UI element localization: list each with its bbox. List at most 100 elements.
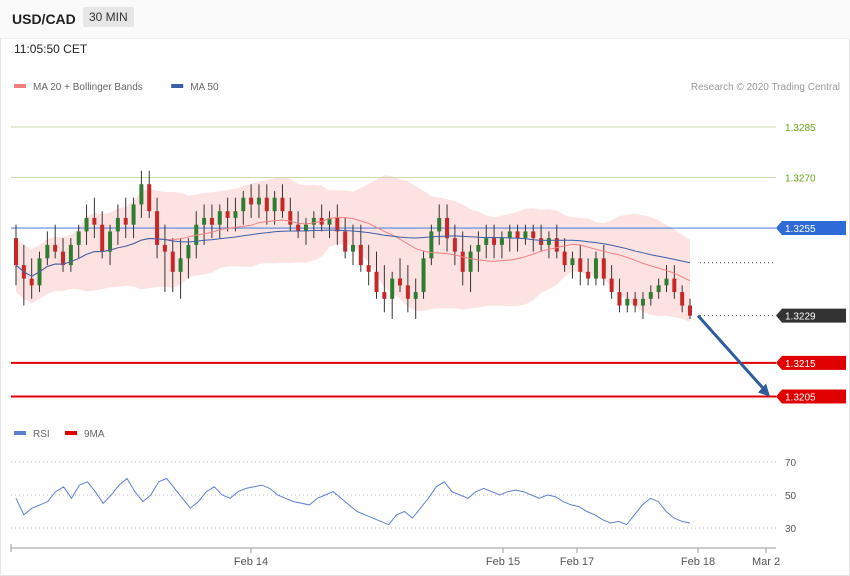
candle-body bbox=[155, 211, 160, 245]
rsi-legend-label-0: RSI bbox=[33, 429, 50, 440]
candle-body bbox=[366, 265, 371, 272]
x-tick-label-0: Feb 14 bbox=[234, 556, 268, 568]
level-label-0: 1.3285 bbox=[785, 123, 816, 134]
candle-body bbox=[421, 258, 426, 293]
candle-body bbox=[609, 278, 614, 293]
candle-body bbox=[170, 251, 175, 272]
candle-body bbox=[139, 184, 144, 205]
candle-body bbox=[202, 217, 207, 225]
candle-body bbox=[178, 258, 183, 272]
rsi-tick-30: 30 bbox=[785, 524, 797, 535]
candle-body bbox=[280, 197, 285, 212]
legend-swatch-0 bbox=[14, 84, 26, 88]
candle-body bbox=[531, 231, 536, 239]
candle-body bbox=[656, 285, 661, 293]
candle-body bbox=[209, 217, 214, 225]
ma50-line bbox=[15, 229, 691, 277]
candle-body bbox=[405, 285, 410, 299]
rsi-legend-swatch-0 bbox=[14, 431, 26, 435]
rsi-tick-70: 70 bbox=[785, 458, 797, 469]
forecast-arrow-line bbox=[696, 314, 768, 393]
candle-body bbox=[640, 298, 645, 306]
symbol-label: USD/CAD bbox=[12, 11, 76, 27]
candle-body bbox=[539, 238, 544, 245]
candle-body bbox=[217, 211, 222, 225]
rsi-line bbox=[15, 477, 691, 526]
candle-body bbox=[680, 292, 685, 306]
candle-body bbox=[570, 258, 575, 266]
chart-header: USD/CAD 30 MIN bbox=[0, 0, 850, 39]
candle-body bbox=[249, 197, 254, 205]
candle-body bbox=[14, 238, 18, 266]
candle-body bbox=[162, 244, 167, 252]
candle-body bbox=[343, 231, 348, 252]
candle-body bbox=[29, 278, 34, 286]
legend-swatch-1 bbox=[171, 84, 184, 88]
candle-body bbox=[633, 298, 638, 306]
candle-body bbox=[296, 224, 301, 232]
timeframe-badge[interactable]: 30 MIN bbox=[83, 7, 134, 27]
candle-body bbox=[390, 278, 395, 299]
candle-body bbox=[335, 217, 340, 232]
candle-body bbox=[429, 231, 434, 259]
candle-body bbox=[593, 258, 598, 279]
candle-body bbox=[131, 204, 136, 225]
candle-body bbox=[374, 271, 379, 293]
candle-body bbox=[562, 251, 567, 266]
level-label-5: 1.3205 bbox=[785, 393, 816, 404]
candle-body bbox=[382, 292, 387, 299]
candle-body bbox=[672, 278, 677, 293]
candle-body bbox=[445, 217, 450, 239]
candle-body bbox=[664, 278, 669, 286]
timestamp-label: 11:05:50 CET bbox=[14, 42, 88, 56]
level-tag-3 bbox=[776, 308, 846, 323]
candle-body bbox=[468, 251, 473, 272]
candle-body bbox=[688, 305, 692, 316]
candle-body bbox=[358, 244, 363, 266]
x-tick-label-1: Feb 15 bbox=[486, 556, 520, 568]
candle-body bbox=[68, 244, 73, 266]
candle-body bbox=[256, 197, 261, 205]
candle-body bbox=[452, 238, 457, 252]
candle-body bbox=[515, 231, 520, 239]
candle-body bbox=[617, 292, 622, 306]
candle-body bbox=[499, 238, 504, 245]
legend-label-0: MA 20 + Bollinger Bands bbox=[33, 82, 143, 93]
candle-body bbox=[648, 292, 653, 299]
candle-body bbox=[186, 244, 191, 259]
level-tag-2 bbox=[776, 221, 846, 236]
candle-body bbox=[123, 217, 128, 225]
candle-body bbox=[437, 217, 442, 232]
candle-body bbox=[507, 231, 512, 239]
legend-label-1: MA 50 bbox=[190, 82, 219, 93]
candle-body bbox=[476, 244, 481, 252]
candle-body bbox=[492, 238, 497, 245]
candle-body bbox=[327, 217, 332, 225]
level-tag-4 bbox=[776, 355, 846, 370]
candle-body bbox=[76, 231, 81, 245]
level-label-2: 1.3255 bbox=[785, 224, 816, 235]
candle-body bbox=[108, 231, 113, 252]
bollinger-band bbox=[16, 175, 690, 322]
candle-body bbox=[484, 238, 489, 245]
candle-body bbox=[460, 251, 465, 272]
candle-body bbox=[546, 238, 551, 245]
candle-body bbox=[264, 197, 269, 212]
level-label-4: 1.3215 bbox=[785, 359, 816, 370]
candle-body bbox=[241, 197, 246, 212]
candle-body bbox=[272, 197, 277, 212]
candle-body bbox=[45, 244, 50, 259]
rsi-legend-swatch-1 bbox=[65, 431, 77, 435]
candle-body bbox=[625, 298, 630, 306]
candle-body bbox=[100, 224, 105, 252]
candle-body bbox=[351, 244, 355, 252]
credit-label: Research © 2020 Trading Central bbox=[691, 82, 840, 93]
candle-body bbox=[233, 211, 238, 218]
rsi-legend-label-1: 9MA bbox=[84, 429, 105, 440]
candle-body bbox=[53, 244, 58, 252]
candle-body bbox=[84, 217, 89, 232]
candle-body bbox=[586, 271, 591, 279]
level-tag-5 bbox=[776, 389, 846, 404]
x-tick-label-4: Mar 2 bbox=[752, 556, 780, 568]
level-label-1: 1.3270 bbox=[785, 174, 816, 185]
